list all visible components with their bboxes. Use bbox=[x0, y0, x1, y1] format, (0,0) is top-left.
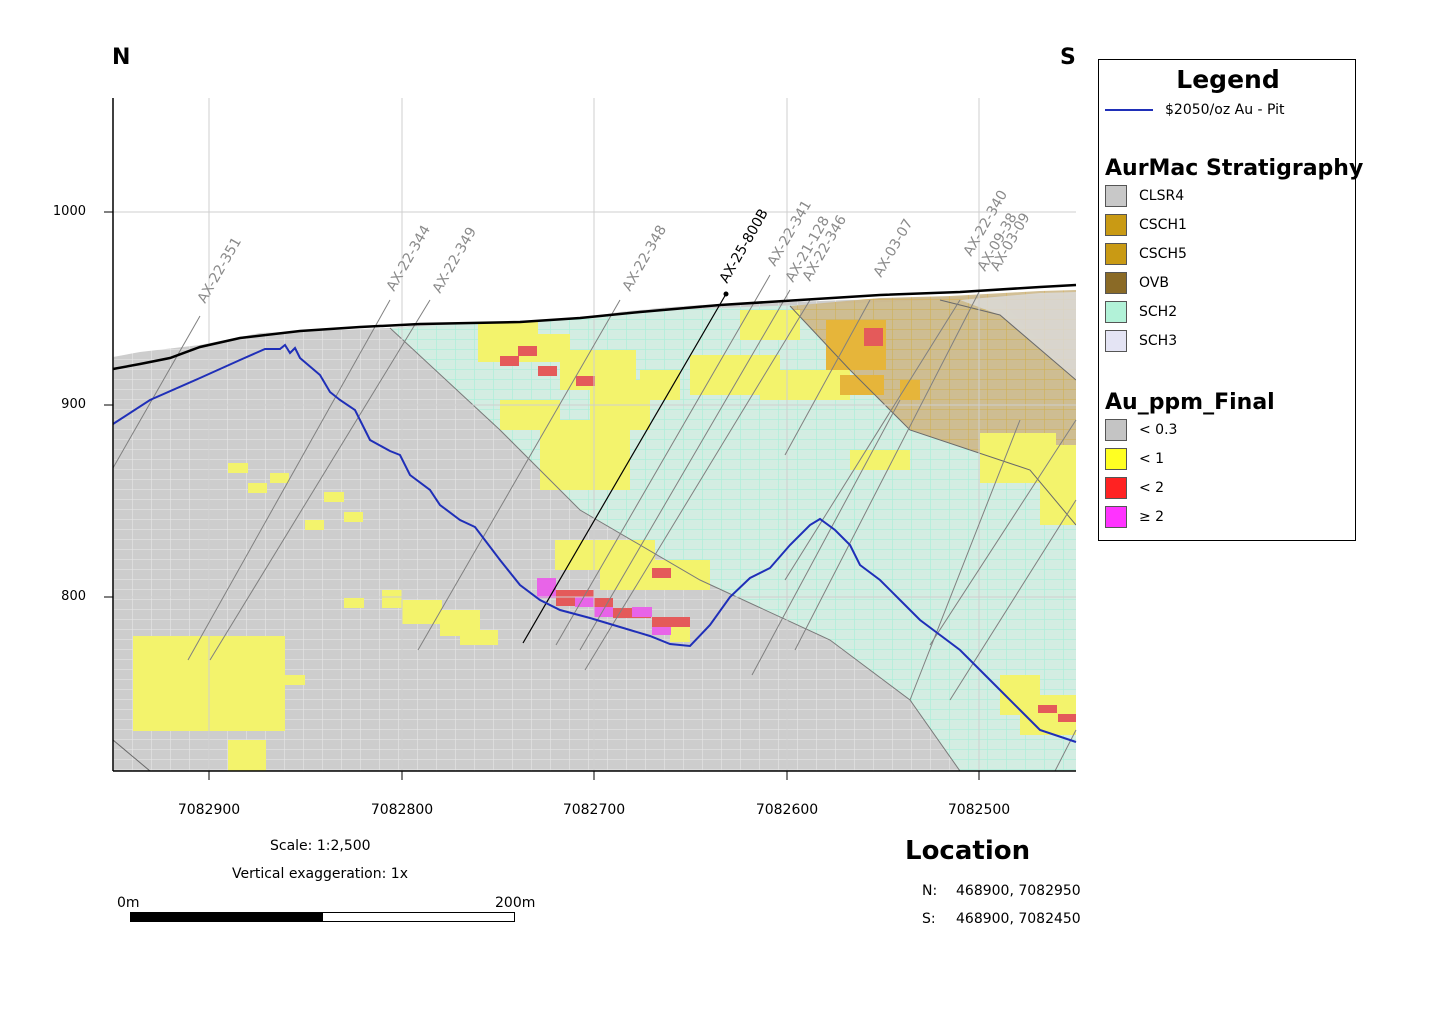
location-n-label: N: bbox=[922, 883, 938, 899]
strat-label: SCH2 bbox=[1139, 304, 1178, 320]
au-yellow-blocks bbox=[133, 310, 1076, 771]
au-item: < 1 bbox=[1105, 447, 1177, 471]
pit-line-swatch bbox=[1105, 109, 1153, 111]
au-item: ≥ 2 bbox=[1105, 505, 1177, 529]
swatch bbox=[1105, 185, 1127, 207]
legend-pit-item: $2050/oz Au - Pit bbox=[1105, 102, 1285, 118]
x-tick-label: 7082600 bbox=[755, 802, 819, 818]
swatch bbox=[1105, 448, 1127, 470]
legend-panel: Legend $2050/oz Au - Pit AurMac Stratigr… bbox=[1098, 59, 1363, 541]
swatch bbox=[1105, 330, 1127, 352]
location-s-label: S: bbox=[922, 911, 936, 927]
strat-item: OVB bbox=[1105, 271, 1187, 295]
au-ppm-title: Au_ppm_Final bbox=[1105, 390, 1275, 415]
drillhole-label: AX-22-344 bbox=[384, 223, 434, 294]
swatch bbox=[1105, 477, 1127, 499]
pit-shell-line bbox=[112, 343, 1077, 743]
x-tick-label: 7082900 bbox=[177, 802, 241, 818]
drillhole-label: AX-03-07 bbox=[871, 216, 917, 280]
swatch bbox=[1105, 506, 1127, 528]
swatch bbox=[1105, 243, 1127, 265]
au-label: < 1 bbox=[1139, 451, 1165, 467]
drillhole-traces bbox=[112, 274, 1077, 772]
au-label: ≥ 2 bbox=[1139, 509, 1165, 525]
location-title: Location bbox=[905, 836, 1031, 866]
stratigraphy-list: CLSR4 CSCH1 CSCH5 OVB SCH2 SCH3 bbox=[1105, 184, 1187, 358]
y-tick-label: 800 bbox=[61, 589, 86, 604]
scale-bar-start-label: 0m bbox=[117, 895, 140, 911]
drillhole-ax-25-800b-trace bbox=[522, 293, 727, 644]
au-item: < 2 bbox=[1105, 476, 1177, 500]
y-tick-label: 1000 bbox=[52, 204, 86, 219]
swatch bbox=[1105, 301, 1127, 323]
au-magenta-blocks bbox=[537, 578, 671, 635]
vertical-exaggeration-text: Vertical exaggeration: 1x bbox=[232, 866, 408, 882]
scale-text: Scale: 1:2,500 bbox=[270, 838, 371, 854]
drillhole-label: AX-25-800B bbox=[717, 206, 772, 286]
strat-item: CSCH1 bbox=[1105, 213, 1187, 237]
y-tick-label: 900 bbox=[61, 397, 86, 412]
drillhole-label: AX-22-349 bbox=[430, 225, 480, 296]
legend-title: Legend bbox=[1176, 65, 1280, 94]
strat-label: CSCH5 bbox=[1139, 246, 1187, 262]
legend-pit-label: $2050/oz Au - Pit bbox=[1165, 102, 1285, 118]
location-n-value: 468900, 7082950 bbox=[956, 883, 1081, 899]
swatch bbox=[1105, 214, 1127, 236]
strat-item: SCH3 bbox=[1105, 329, 1187, 353]
x-tick-label: 7082500 bbox=[947, 802, 1011, 818]
swatch bbox=[1105, 272, 1127, 294]
drillhole-label: AX-22-351 bbox=[195, 235, 245, 306]
north-direction-label: N bbox=[112, 45, 131, 70]
strat-label: CLSR4 bbox=[1139, 188, 1185, 204]
topo-surface bbox=[112, 283, 1077, 371]
au-label: < 0.3 bbox=[1139, 422, 1178, 438]
strat-item: SCH2 bbox=[1105, 300, 1187, 324]
swatch bbox=[1105, 419, 1127, 441]
strat-label: CSCH1 bbox=[1139, 217, 1187, 233]
stratigraphy-title: AurMac Stratigraphy bbox=[1105, 156, 1364, 181]
south-direction-label: S bbox=[1060, 45, 1076, 70]
strat-item: CSCH5 bbox=[1105, 242, 1187, 266]
strat-label: SCH3 bbox=[1139, 333, 1178, 349]
gridlines bbox=[113, 98, 1076, 771]
au-label: < 2 bbox=[1139, 480, 1165, 496]
au-ppm-list: < 0.3 < 1 < 2 ≥ 2 bbox=[1105, 418, 1177, 534]
drillhole-label: AX-22-348 bbox=[620, 223, 670, 294]
scale-bar-end-label: 200m bbox=[495, 895, 536, 911]
location-s-value: 468900, 7082450 bbox=[956, 911, 1081, 927]
strat-item: CLSR4 bbox=[1105, 184, 1187, 208]
scale-bar bbox=[130, 912, 515, 922]
scale-bar-filled bbox=[131, 913, 323, 921]
strat-label: OVB bbox=[1139, 275, 1169, 291]
au-item: < 0.3 bbox=[1105, 418, 1177, 442]
x-tick-label: 7082700 bbox=[562, 802, 626, 818]
x-tick-label: 7082800 bbox=[370, 802, 434, 818]
